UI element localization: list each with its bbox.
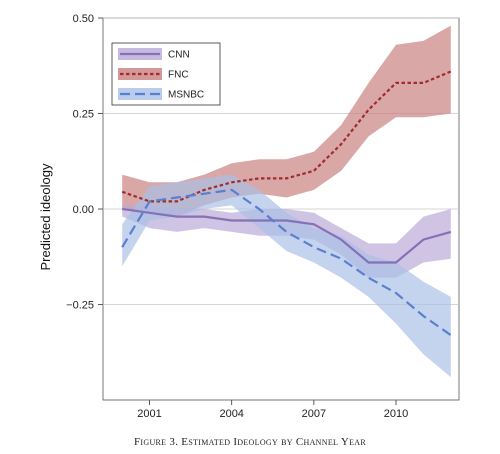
x-tick-label: 2007 [302, 408, 326, 420]
x-tick-label: 2001 [137, 408, 161, 420]
x-axis: 2001 2004 2007 2010 [137, 400, 408, 420]
y-axis-label: Predicted ideology [38, 163, 53, 270]
x-tick-label: 2004 [219, 408, 243, 420]
y-tick-label: 0.00 [73, 204, 94, 216]
ideology-chart: 0.50 0.25 0.00 −0.25 2001 2004 2007 2010 Predi… [38, 13, 460, 420]
series-lines [121, 70, 452, 337]
y-tick-label: 0.50 [73, 13, 94, 25]
y-axis: 0.50 0.25 0.00 −0.25 [66, 13, 103, 312]
legend: CNN FNC MSNBC [111, 42, 221, 106]
cnn-line [122, 207, 452, 264]
fnc-line [121, 70, 452, 203]
msnbc-line [121, 188, 452, 337]
legend-label-fnc: FNC [168, 70, 189, 81]
y-tick-label: 0.25 [73, 109, 94, 121]
x-tick-label: 2010 [384, 408, 408, 420]
figure-caption: Figure 3. Estimated Ideology by Channel … [134, 436, 366, 448]
msnbc-confidence-band [122, 174, 451, 378]
y-tick-label: −0.25 [66, 300, 94, 312]
legend-label-msnbc: MSNBC [168, 90, 204, 101]
legend-label-cnn: CNN [168, 50, 190, 61]
